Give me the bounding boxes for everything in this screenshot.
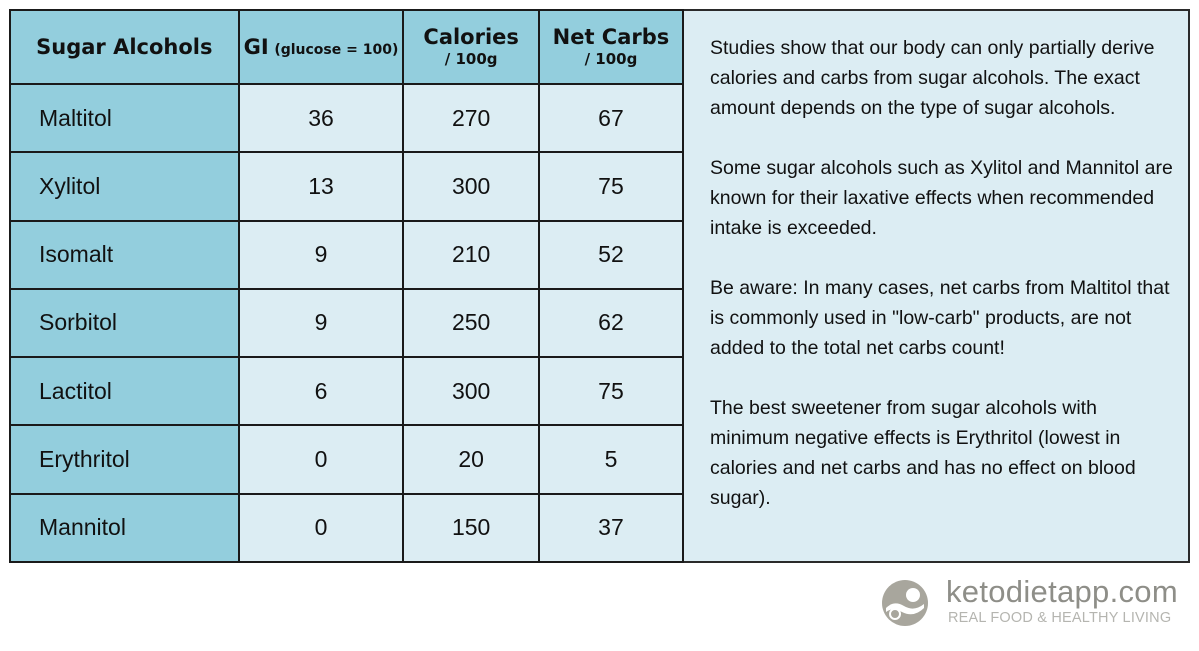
row-gi: 0 [237, 492, 405, 564]
yin-yang-icon [882, 580, 928, 626]
row-calories: 250 [402, 287, 540, 359]
row-name: Isomalt [9, 219, 240, 290]
info-paragraph: Some sugar alcohols such as Xylitol and … [710, 157, 1173, 239]
header-sugar-alcohols: Sugar Alcohols [9, 9, 240, 85]
row-net-carbs: 67 [537, 82, 685, 154]
table-row: Lactitol 6 300 75 [9, 356, 685, 427]
table-row: Erythritol 0 20 5 [9, 424, 685, 495]
row-net-carbs: 62 [537, 287, 685, 359]
table-row: Isomalt 9 210 52 [9, 219, 685, 290]
row-name: Sorbitol [9, 287, 240, 359]
logo-name: ketodietapp.com [946, 574, 1178, 609]
row-calories: 150 [402, 492, 540, 564]
row-calories: 270 [402, 82, 540, 154]
header-gi: GI (glucose = 100) [237, 9, 405, 85]
row-net-carbs: 5 [537, 424, 685, 495]
info-paragraph: Be aware: In many cases, net carbs from … [710, 277, 1170, 359]
row-calories: 210 [402, 219, 540, 290]
row-calories: 20 [402, 424, 540, 495]
row-calories: 300 [402, 356, 540, 427]
row-gi: 36 [237, 82, 405, 154]
table-row: Maltitol 36 270 67 [9, 82, 685, 154]
sugar-alcohols-table: Sugar Alcohols GI (glucose = 100) Calori… [9, 9, 685, 564]
row-gi: 9 [237, 287, 405, 359]
info-paragraph: Studies show that our body can only part… [710, 37, 1155, 119]
row-name: Maltitol [9, 82, 240, 154]
row-calories: 300 [402, 151, 540, 222]
row-name: Mannitol [9, 492, 240, 564]
info-panel: Studies show that our body can only part… [684, 9, 1190, 563]
row-name: Xylitol [9, 151, 240, 222]
row-gi: 13 [237, 151, 405, 222]
table-row: Sorbitol 9 250 62 [9, 287, 685, 359]
info-paragraph: The best sweetener from sugar alcohols w… [710, 397, 1136, 509]
logo-tagline: REAL FOOD & HEALTHY LIVING [948, 610, 1172, 626]
row-name: Lactitol [9, 356, 240, 427]
row-name: Erythritol [9, 424, 240, 495]
header-calories: Calories/ 100g [402, 9, 540, 85]
row-gi: 0 [237, 424, 405, 495]
row-net-carbs: 37 [537, 492, 685, 564]
row-net-carbs: 75 [537, 151, 685, 222]
brand-logo: ketodietapp.com REAL FOOD & HEALTHY LIVI… [880, 574, 1199, 634]
table-row: Xylitol 13 300 75 [9, 151, 685, 222]
table-row: Mannitol 0 150 37 [9, 492, 685, 564]
table-header-row: Sugar Alcohols GI (glucose = 100) Calori… [9, 9, 685, 85]
row-gi: 6 [237, 356, 405, 427]
row-net-carbs: 75 [537, 356, 685, 427]
header-net-carbs: Net Carbs/ 100g [537, 9, 685, 85]
row-net-carbs: 52 [537, 219, 685, 290]
row-gi: 9 [237, 219, 405, 290]
